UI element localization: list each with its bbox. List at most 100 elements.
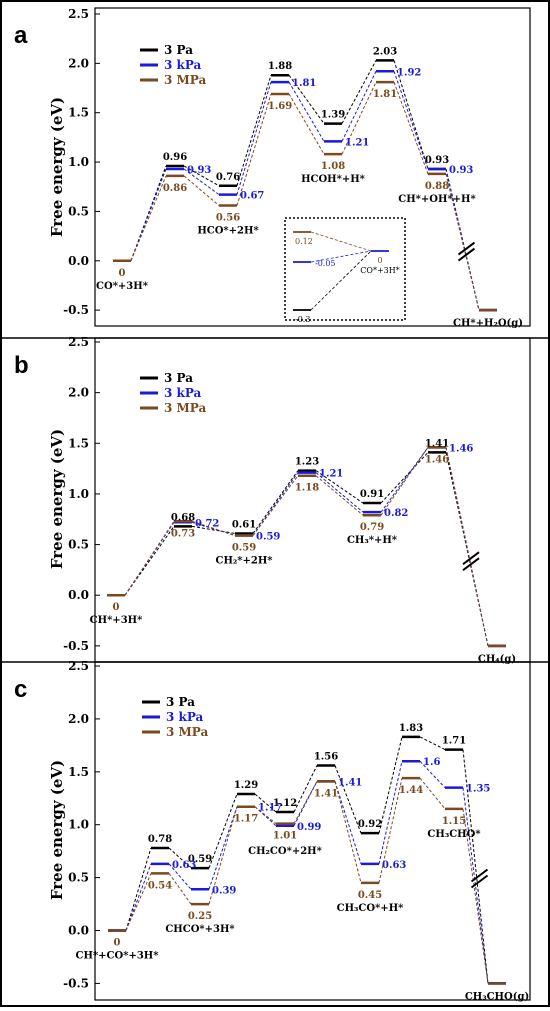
- data-label: 0: [113, 602, 120, 613]
- inset-value-label: 0: [377, 256, 382, 265]
- state-label: CH*+3H*: [90, 615, 143, 626]
- data-label: 0.79: [360, 522, 384, 533]
- connector-line: [334, 781, 362, 884]
- data-label: 1.92: [397, 67, 421, 78]
- legend-entry: 3 Pa: [166, 695, 195, 709]
- state-label: CH*+OH*+H*: [398, 194, 476, 205]
- connector-line: [293, 781, 318, 824]
- legend-entry: 3 MPa: [164, 401, 207, 415]
- connector-line: [380, 447, 429, 513]
- plot-frame: [94, 7, 531, 327]
- data-label: 1.18: [295, 483, 319, 494]
- panel-b: b Free energy (eV) 2.5 2.0 1.5 1.0 0.5 0.0 -0.5 3…: [0, 335, 550, 665]
- data-label: 0.45: [358, 890, 382, 901]
- data-label: 0.76: [216, 172, 240, 183]
- data-label: 0.63: [382, 860, 406, 871]
- connector-line: [341, 60, 377, 124]
- y-tick-label: -0.5: [63, 976, 89, 990]
- state-label: CO*+3H*: [96, 281, 149, 292]
- connector-line: [445, 168, 480, 311]
- data-label: 1.44: [399, 785, 423, 796]
- axis-break-mark: [462, 551, 480, 565]
- data-label: 1.41: [314, 788, 338, 799]
- y-tick-label: 0.0: [68, 588, 89, 602]
- connector-line: [208, 793, 238, 869]
- connector-line: [252, 475, 299, 536]
- legend-entry: 3 MPa: [164, 73, 207, 87]
- data-label: 0.72: [195, 518, 219, 529]
- plot-frame: [94, 661, 531, 1001]
- inset-connector: [310, 231, 372, 252]
- state-label: CH₂CO*+2H*: [248, 846, 322, 857]
- axis-break-mark: [462, 557, 480, 571]
- data-label: 0.54: [148, 880, 172, 891]
- connector-line: [315, 472, 364, 513]
- state-label: CH₃CHO(g): [465, 991, 529, 1002]
- y-tick-label: 1.5: [68, 765, 89, 779]
- connector-line: [334, 781, 362, 865]
- axis-break-mark: [470, 874, 489, 889]
- inset-value-label: 0.12: [295, 237, 313, 246]
- y-tick-label: 0.5: [68, 538, 89, 552]
- axis-break-mark: [457, 241, 476, 256]
- connector-line: [124, 526, 175, 596]
- data-label: 0.82: [384, 508, 408, 519]
- inset-state-label: CO*+3H*: [360, 266, 399, 275]
- connector-line: [252, 470, 299, 534]
- connector-line: [208, 806, 238, 905]
- data-label: 1.35: [466, 784, 490, 795]
- connector-line: [419, 777, 446, 810]
- state-label: CH₃*+H*: [347, 535, 398, 546]
- connector-line: [288, 81, 325, 142]
- connector-line: [236, 75, 272, 186]
- connector-line: [191, 520, 236, 536]
- connector-line: [380, 447, 429, 516]
- y-tick-label: 0.0: [68, 924, 89, 938]
- connector-line: [341, 71, 377, 142]
- y-tick-label: 1.5: [68, 436, 89, 450]
- data-label: 0: [119, 268, 126, 279]
- connector-line: [315, 470, 364, 504]
- connector-line: [445, 452, 489, 646]
- data-label: 0.93: [187, 165, 211, 176]
- state-label: CHCO*+3H*: [165, 924, 235, 935]
- connector-line: [378, 736, 403, 834]
- data-label: 1.6: [423, 757, 440, 768]
- y-tick-label: 0.5: [68, 204, 89, 218]
- connector-line: [393, 71, 429, 170]
- panel-letter: b: [14, 352, 29, 379]
- connector-line: [254, 806, 277, 825]
- state-label: HCO*+2H*: [197, 225, 259, 236]
- data-label: 0.93: [449, 165, 473, 176]
- y-tick-label: 1.0: [68, 818, 89, 832]
- y-tick-label: 2.5: [68, 335, 89, 349]
- legend-entry: 3 Pa: [164, 43, 193, 57]
- connector-line: [341, 81, 377, 155]
- state-label: CH₂*+2H*: [215, 555, 273, 566]
- data-label: 1.08: [321, 161, 345, 172]
- y-tick-label: 0.0: [68, 254, 89, 268]
- connector-line: [130, 175, 167, 261]
- data-label: 1.01: [273, 831, 297, 842]
- connector-line: [191, 525, 236, 534]
- data-label: 0.93: [425, 155, 449, 166]
- connector-line: [124, 521, 175, 596]
- connector-line: [378, 761, 403, 864]
- connector-line: [236, 93, 272, 206]
- data-label: 0.67: [240, 191, 264, 202]
- legend-entry: 3 kPa: [164, 386, 202, 400]
- data-label: 0.86: [163, 183, 187, 194]
- y-tick-label: 2.5: [68, 659, 89, 673]
- connector-line: [378, 778, 403, 884]
- data-label: 0: [114, 938, 121, 949]
- inset-value-label: -0.3: [295, 315, 310, 324]
- data-label: 1.29: [234, 780, 258, 791]
- inset-value-label: -0.05: [315, 259, 336, 268]
- y-axis-label: Free energy (eV): [48, 97, 66, 237]
- connector-line: [315, 475, 364, 516]
- data-label: 0.88: [425, 181, 449, 192]
- data-label: 1.71: [442, 736, 466, 747]
- state-label: CH₄(g): [478, 654, 516, 665]
